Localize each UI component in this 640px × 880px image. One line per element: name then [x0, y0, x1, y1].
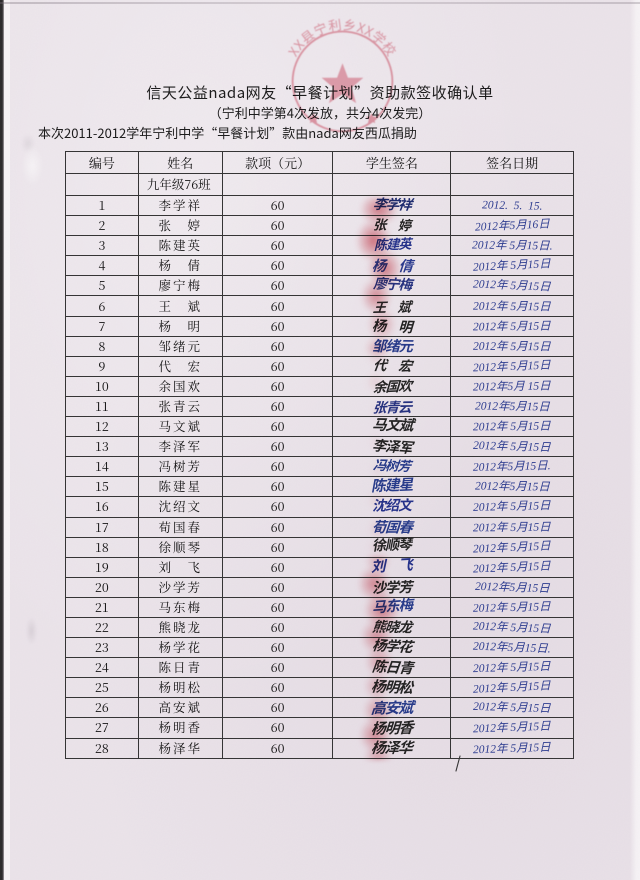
svg-text:XX县宁利乡XX学校: XX县宁利乡XX学校 [283, 17, 401, 60]
